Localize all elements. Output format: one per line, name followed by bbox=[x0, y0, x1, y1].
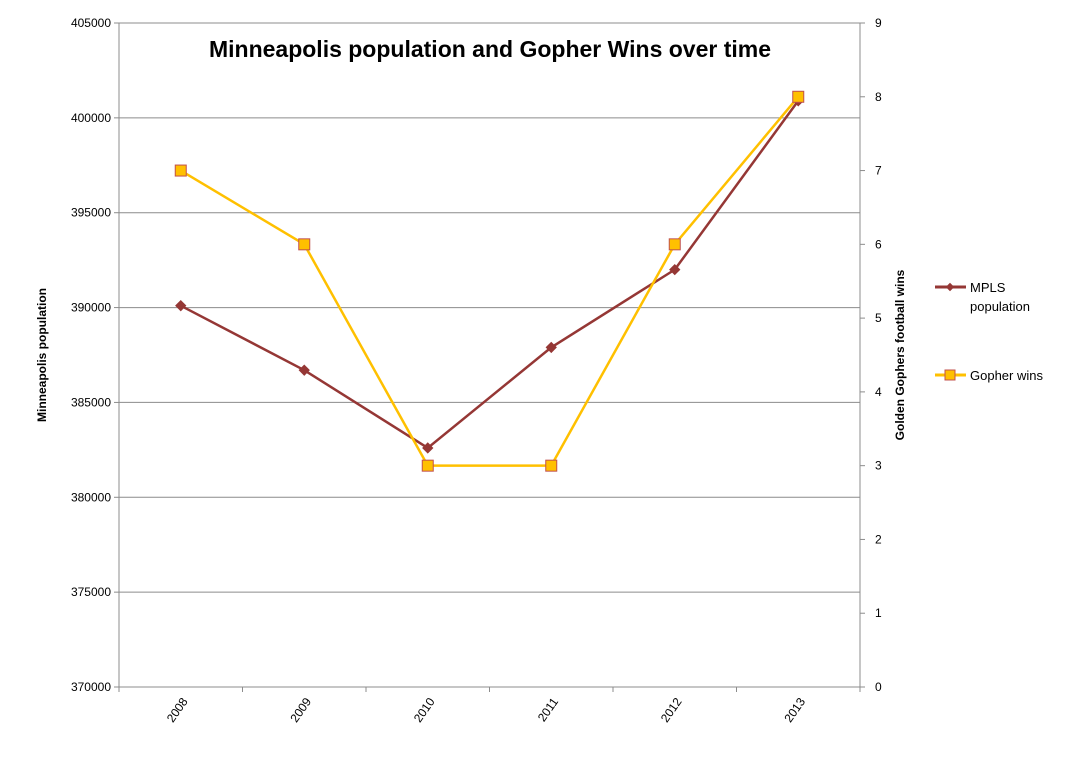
data-point-mpls bbox=[298, 364, 310, 376]
y2-tick-label: 3 bbox=[875, 459, 882, 473]
data-point-mpls bbox=[175, 300, 187, 312]
y-tick-label: 385000 bbox=[71, 395, 111, 409]
y2-axis-label: Golden Gophers football wins bbox=[893, 269, 907, 440]
x-tick-label: 2010 bbox=[411, 695, 438, 725]
x-tick-label: 2009 bbox=[287, 695, 314, 725]
data-point-gopher bbox=[668, 238, 681, 251]
x-tick-label: 2008 bbox=[164, 695, 191, 725]
chart-title: Minneapolis population and Gopher Wins o… bbox=[209, 36, 771, 62]
legend-marker-square bbox=[944, 369, 956, 381]
y-tick-label: 400000 bbox=[71, 111, 111, 125]
legend: MPLS population Gopher wins bbox=[935, 280, 1043, 383]
series-line-mpls-population bbox=[180, 100, 800, 450]
legend-label-mpls-line2: population bbox=[970, 299, 1030, 314]
y-tick-label: 395000 bbox=[71, 206, 111, 220]
y2-tick-label: 4 bbox=[875, 385, 882, 399]
y2-tick-label: 6 bbox=[875, 237, 882, 251]
y-tick-label: 390000 bbox=[71, 301, 111, 315]
y-tick-label: 405000 bbox=[71, 16, 111, 30]
y2-tick-label: 5 bbox=[875, 311, 882, 325]
data-point-mpls bbox=[422, 442, 434, 454]
data-point-mpls bbox=[669, 263, 681, 276]
y2-tick-label: 8 bbox=[875, 90, 882, 104]
data-point-gopher bbox=[421, 459, 434, 472]
legend-label-mpls-line1: MPLS bbox=[970, 280, 1006, 295]
y-tick-label: 375000 bbox=[71, 585, 111, 599]
legend-label-gopher: Gopher wins bbox=[970, 368, 1043, 383]
x-tick-label: 2011 bbox=[535, 695, 561, 724]
y2-tick-label: 2 bbox=[875, 532, 882, 546]
y2-tick-label: 7 bbox=[875, 164, 882, 178]
data-point-gopher bbox=[298, 238, 311, 251]
y-tick-label: 370000 bbox=[71, 680, 111, 694]
data-point-gopher bbox=[174, 164, 187, 177]
data-point-mpls bbox=[545, 341, 557, 354]
y2-tick-label: 1 bbox=[875, 606, 882, 620]
x-tick-label: 2013 bbox=[781, 695, 808, 725]
data-point-gopher bbox=[545, 459, 558, 472]
y2-tick-label: 9 bbox=[875, 16, 882, 30]
y-tick-label: 380000 bbox=[71, 490, 111, 504]
series-line-gopher-wins bbox=[180, 95, 800, 467]
x-tick-label: 2012 bbox=[658, 695, 685, 725]
data-point-gopher bbox=[792, 90, 805, 103]
y-axis-label: Minneapolis population bbox=[35, 288, 49, 422]
legend-marker-diamond bbox=[945, 282, 955, 292]
y2-tick-label: 0 bbox=[875, 680, 882, 694]
